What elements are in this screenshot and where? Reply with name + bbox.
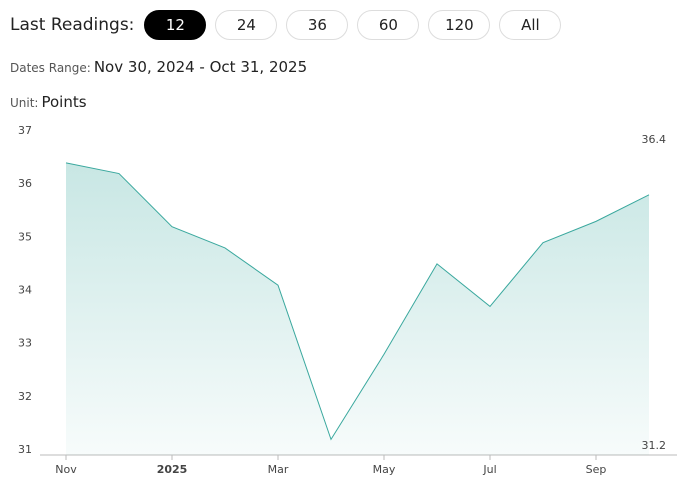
x-tick-label: Mar — [268, 463, 289, 476]
range-button[interactable]: 60 — [357, 10, 420, 40]
x-tick-label: 2025 — [157, 463, 188, 476]
range-button[interactable]: All — [499, 10, 562, 40]
range-button[interactable]: 12 — [144, 10, 207, 40]
range-value: Nov 30, 2024 - Oct 31, 2025 — [93, 58, 308, 76]
area — [66, 162, 649, 455]
x-tick-label: Sep — [586, 463, 607, 476]
y-tick-label: 34 — [18, 284, 32, 297]
y-tick-label: 32 — [18, 390, 32, 403]
range-button[interactable]: 36 — [286, 10, 349, 40]
x-tick-label: May — [373, 463, 396, 476]
readings-label: Last Readings: — [10, 15, 135, 35]
high-label: 36.4 — [642, 133, 667, 146]
low-label: 31.2 — [642, 439, 667, 452]
range-label: Dates Range: — [10, 61, 91, 75]
y-tick-label: 36 — [18, 177, 32, 190]
unit-label: Unit: — [10, 96, 39, 110]
x-tick-label: Nov — [55, 463, 77, 476]
unit-value: Points — [41, 93, 87, 111]
unit: Unit: Points — [10, 93, 87, 111]
readings-bar: Last Readings: 12 24 36 60 120 All — [10, 10, 570, 40]
range-button[interactable]: 24 — [215, 10, 278, 40]
range-button[interactable]: 120 — [428, 10, 491, 40]
x-tick-label: Jul — [482, 463, 496, 476]
y-tick-label: 31 — [18, 443, 32, 456]
button-group: 12 24 36 60 120 All — [144, 10, 570, 40]
y-tick-label: 37 — [18, 124, 32, 137]
y-tick-label: 33 — [18, 337, 32, 350]
line — [65, 162, 650, 441]
date-range: Dates Range: Nov 30, 2024 - Oct 31, 2025 — [10, 58, 307, 76]
y-tick-label: 35 — [18, 230, 32, 243]
